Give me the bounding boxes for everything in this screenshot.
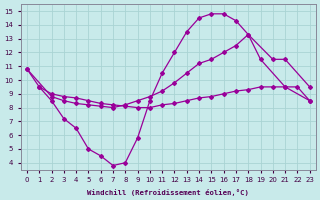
X-axis label: Windchill (Refroidissement éolien,°C): Windchill (Refroidissement éolien,°C) xyxy=(87,189,249,196)
